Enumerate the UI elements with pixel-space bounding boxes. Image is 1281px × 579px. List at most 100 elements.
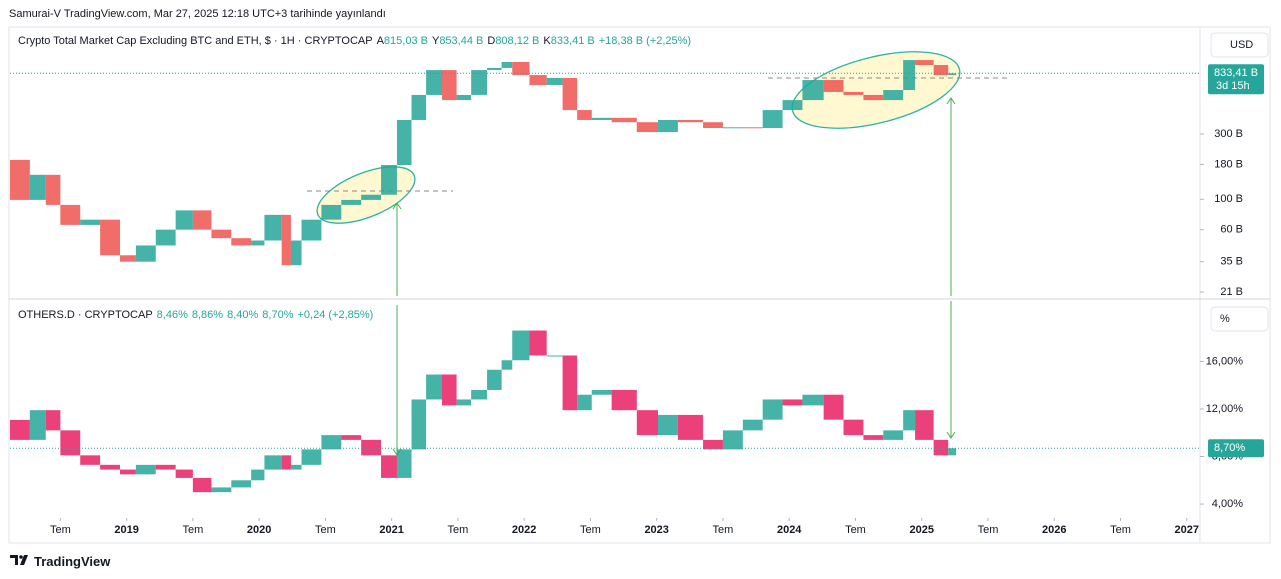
unit-box[interactable]: [1210, 32, 1269, 58]
y-tick-label: 21 B: [1220, 286, 1243, 298]
candle: [60, 430, 81, 456]
candle: [802, 80, 824, 101]
arrow: [946, 301, 956, 439]
candle: [948, 448, 957, 456]
candle: [823, 80, 844, 92]
candle: [636, 122, 659, 133]
candle: [636, 410, 659, 436]
candle: [45, 174, 61, 205]
change: +0,24 (+2,85%): [297, 309, 374, 321]
candle: [703, 122, 723, 128]
x-tick-label: 2023: [644, 524, 668, 536]
candle: [883, 430, 904, 440]
legend: OTHERS.D · CRYPTOCAP 8,46% 8,86% 8,40% 8,70%…: [18, 309, 377, 321]
x-tick-label: Tem: [978, 524, 999, 536]
logo-dot: [19, 555, 23, 559]
x-tick-label: 2022: [512, 524, 536, 536]
candle: [903, 410, 916, 431]
candle: [119, 469, 136, 475]
y-tick-label: 4,00%: [1212, 498, 1243, 510]
ohlc-value: 8,70%: [262, 309, 294, 321]
candle: [863, 435, 884, 440]
candle: [301, 449, 322, 465]
candle: [251, 469, 265, 481]
candle: [10, 159, 30, 200]
candle: [843, 91, 864, 95]
frame: [8, 26, 1271, 544]
legend-title: OTHERS.D · CRYPTOCAP: [18, 309, 153, 321]
candle: [529, 330, 547, 356]
candle: [782, 399, 803, 406]
candle: [361, 194, 382, 200]
candle: [722, 127, 743, 129]
arrow: [392, 305, 402, 456]
candle: [577, 110, 592, 120]
unit-label[interactable]: %: [1220, 313, 1230, 325]
ohlc-value: 808,12 B: [495, 35, 540, 47]
candle: [231, 238, 252, 246]
x-tick-label: 2021: [379, 524, 403, 536]
candle: [501, 61, 513, 68]
candle: [290, 240, 302, 266]
ohlc-value: 833,41 B: [550, 35, 595, 47]
candle: [863, 94, 884, 101]
highlight-ellipse: [791, 51, 961, 129]
candle: [175, 210, 193, 230]
x-tick-label: 2025: [909, 524, 933, 536]
price-label: 833,41 B: [1214, 67, 1258, 79]
price-label-bg: [1208, 64, 1264, 95]
candle: [782, 100, 803, 111]
arrow: [946, 97, 956, 296]
candle: [742, 419, 763, 431]
y-tick-label: 12,00%: [1206, 403, 1244, 415]
candle: [155, 464, 176, 470]
candle: [264, 455, 282, 470]
candle: [762, 110, 783, 128]
candle: [546, 77, 563, 86]
candle: [264, 214, 282, 241]
candle: [677, 119, 704, 123]
candle: [100, 464, 120, 470]
candle: [529, 75, 547, 86]
candle: [10, 419, 30, 440]
candle: [281, 455, 291, 470]
candle: [211, 229, 232, 239]
tradingview-logo: [10, 555, 28, 565]
candle: [251, 240, 265, 246]
candle: [361, 439, 382, 456]
candle: [658, 119, 678, 133]
candle: [742, 127, 763, 129]
candle: [80, 219, 101, 225]
candle: [321, 204, 342, 220]
candle: [381, 165, 397, 195]
candle: [883, 90, 904, 101]
candle: [29, 410, 46, 440]
candle: [562, 77, 578, 111]
unit-box[interactable]: [1210, 306, 1269, 332]
unit-label[interactable]: USD: [1230, 39, 1253, 51]
candle: [426, 70, 443, 95]
candle: [915, 60, 934, 66]
y-tick-label: 60 B: [1220, 224, 1243, 236]
candle: [426, 374, 443, 400]
candle: [512, 330, 530, 361]
countdown: 3d 15h: [1216, 80, 1250, 92]
x-tick-label: 2024: [777, 524, 802, 536]
candle: [231, 480, 252, 488]
candle: [155, 229, 176, 246]
candle: [80, 455, 101, 465]
ohlc-value: 815,03 B: [383, 35, 428, 47]
candle: [29, 174, 46, 200]
legend-title: Crypto Total Market Cap Excluding BTC an…: [18, 35, 373, 47]
x-tick-label: Tem: [50, 524, 71, 536]
x-tick-label: Tem: [1110, 524, 1131, 536]
candle: [658, 414, 678, 436]
y-tick-label: 180 B: [1214, 158, 1243, 170]
candle: [45, 410, 61, 431]
x-tick-label: Tem: [713, 524, 734, 536]
arrows: [392, 97, 956, 456]
candle: [577, 394, 592, 411]
ohlc-value: 8,46%: [156, 309, 188, 321]
candle: [396, 449, 412, 478]
